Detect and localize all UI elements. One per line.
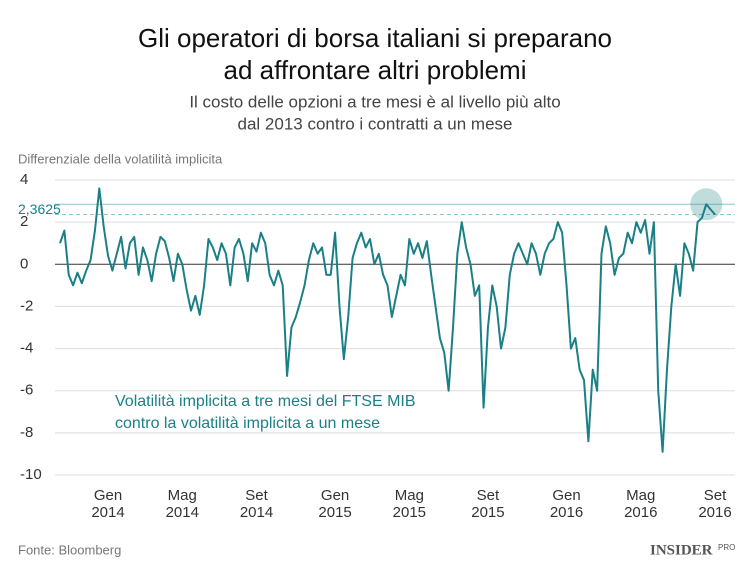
y-tick-label: 4 (20, 171, 28, 188)
x-tick-label: Set 2016 (698, 487, 732, 521)
reference-label: 2,3625 (18, 201, 61, 217)
y-axis-label: Differenziale della volatilità implicita (18, 151, 223, 166)
series-line (59, 187, 716, 453)
annotation: Volatilità implicita a tre mesi del FTSE… (115, 393, 416, 410)
y-tick-label: -10 (20, 466, 42, 483)
y-tick-label: -6 (20, 382, 33, 399)
x-tick-label: Set 2015 (471, 487, 505, 521)
chart-subtitle: dal 2013 contro i contratti a un mese (238, 114, 513, 133)
y-tick-label: -4 (20, 340, 33, 357)
logo-suffix: PRO (718, 543, 735, 552)
x-tick-label: Mag 2014 (165, 487, 199, 521)
y-tick-label: 0 (20, 255, 28, 272)
x-tick-label: Mag 2015 (392, 487, 427, 521)
x-tick-label: Set 2014 (239, 487, 274, 521)
y-tick-label: -2 (20, 297, 33, 314)
annotation: contro la volatilità implicita a un mese (115, 415, 380, 432)
logo: INSIDER (650, 542, 713, 558)
highlight (690, 188, 723, 221)
chart-subtitle: Il costo delle opzioni a tre mesi è al l… (189, 92, 560, 111)
chart-title: Gli operatori di borsa italiani si prepa… (138, 23, 612, 53)
y-tick-label: 2 (20, 213, 28, 230)
chart-title: ad affrontare altri problemi (223, 55, 526, 85)
x-tick-label: Mag 2016 (624, 487, 658, 521)
y-tick-label: -8 (20, 424, 33, 441)
x-tick-label: Gen 2014 (91, 487, 125, 521)
x-tick-label: Gen 2015 (318, 487, 352, 521)
source: Fonte: Bloomberg (18, 542, 121, 557)
x-tick-label: Gen 2016 (549, 487, 584, 521)
